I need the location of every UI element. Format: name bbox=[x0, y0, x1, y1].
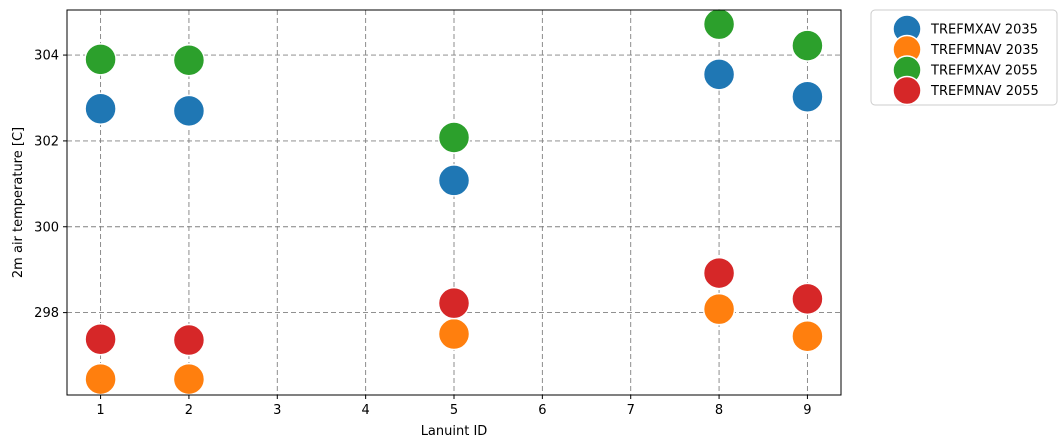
x-axis-label: Lanuint ID bbox=[421, 424, 488, 439]
legend-marker bbox=[892, 75, 922, 106]
data-point-series-4 bbox=[702, 256, 736, 290]
x-tick-label: 5 bbox=[450, 403, 458, 418]
legend-label: TREFMXAV 2055 bbox=[930, 64, 1038, 79]
data-point-series-3 bbox=[84, 43, 117, 76]
data-point-series-3 bbox=[791, 29, 824, 62]
data-point-series-3 bbox=[172, 43, 206, 77]
data-point-series-4 bbox=[84, 322, 117, 356]
y-axis-label: 2m air temperature [C] bbox=[11, 127, 26, 278]
data-point-series-4 bbox=[437, 286, 471, 320]
x-tick-label: 8 bbox=[715, 403, 723, 418]
data-point-series-1 bbox=[437, 164, 471, 197]
data-point-series-3 bbox=[437, 121, 471, 154]
x-tick-label: 6 bbox=[538, 403, 546, 418]
data-point-series-2 bbox=[791, 319, 824, 353]
y-tick-label: 298 bbox=[34, 306, 59, 321]
data-point-series-1 bbox=[791, 80, 824, 113]
legend-label: TREFMNAV 2055 bbox=[930, 84, 1039, 99]
data-point-series-4 bbox=[791, 282, 824, 316]
y-tick-label: 300 bbox=[34, 220, 59, 235]
y-tick-label: 304 bbox=[34, 49, 59, 64]
data-point-series-1 bbox=[172, 94, 206, 128]
x-axis-ticks: 1 2 3 4 5 6 7 8 9 bbox=[96, 395, 812, 418]
x-tick-label: 2 bbox=[185, 403, 193, 418]
y-axis-ticks: 298 300 302 304 bbox=[34, 49, 67, 321]
legend: TREFMXAV 2035 TREFMNAV 2035 TREFMXAV 2055 T… bbox=[870, 9, 1058, 106]
data-point-series-1 bbox=[84, 92, 117, 125]
data-point-series-2 bbox=[702, 292, 736, 326]
x-tick-label: 3 bbox=[273, 403, 281, 418]
data-point-series-2 bbox=[437, 317, 471, 351]
y-tick-label: 302 bbox=[34, 134, 59, 149]
x-tick-label: 1 bbox=[96, 403, 104, 418]
x-tick-label: 7 bbox=[627, 403, 635, 418]
legend-label: TREFMXAV 2035 bbox=[930, 23, 1038, 38]
data-point-series-1 bbox=[702, 58, 736, 91]
data-point-series-2 bbox=[84, 362, 117, 396]
data-point-series-3 bbox=[702, 7, 736, 41]
x-tick-label: 4 bbox=[362, 403, 370, 418]
legend-label: TREFMNAV 2035 bbox=[930, 43, 1039, 58]
data-point-series-4 bbox=[172, 323, 206, 357]
data-point-series-2 bbox=[172, 362, 206, 396]
x-tick-label: 9 bbox=[803, 403, 811, 418]
data-points bbox=[84, 7, 824, 396]
